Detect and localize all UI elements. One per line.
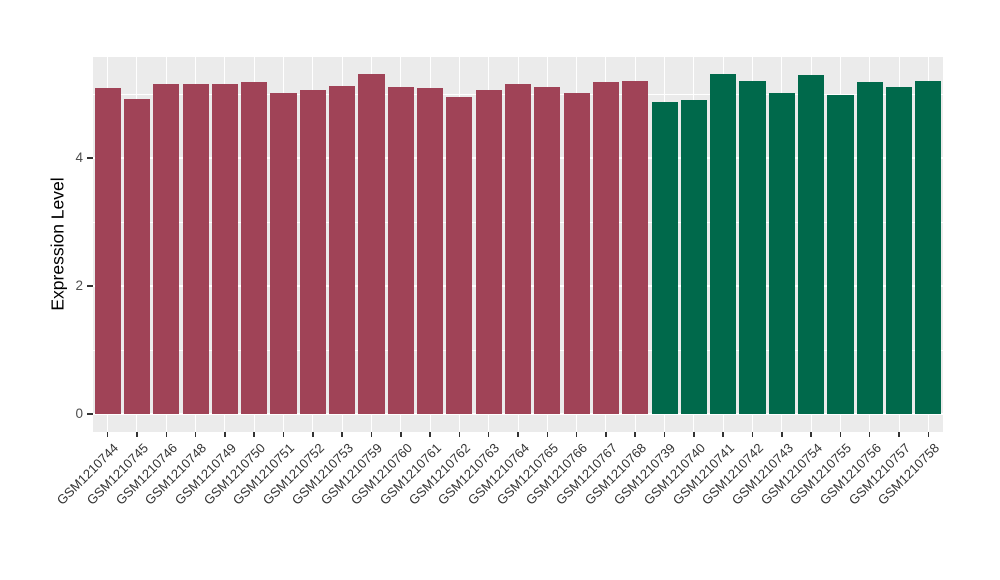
- x-tick-mark: [253, 432, 255, 437]
- y-tick-label: 0: [75, 406, 83, 421]
- x-axis: GSM1210744 GSM1210745 GSM1210746 GSM1210748…: [54, 432, 943, 580]
- bar-slot: [826, 57, 855, 432]
- bar-slot: [679, 57, 708, 432]
- bar-slot: [328, 57, 357, 432]
- x-tick-mark: [370, 432, 373, 437]
- x-tick-mark: [810, 432, 812, 437]
- bars-container: [93, 57, 943, 432]
- bar-GSM1210763: [475, 89, 502, 414]
- x-tick-mark: [663, 432, 666, 437]
- x-tick-mark: [312, 432, 314, 437]
- bar-GSM1210768: [622, 80, 649, 414]
- bar-GSM1210741: [710, 74, 737, 414]
- x-tick-mark: [106, 432, 109, 437]
- bar-GSM1210750: [241, 82, 268, 414]
- x-tick-mark: [605, 432, 607, 437]
- bar-GSM1210766: [563, 93, 590, 414]
- bar-slot: [914, 57, 943, 432]
- x-tick-mark: [165, 432, 168, 437]
- bar-GSM1210746: [153, 84, 180, 414]
- bar-GSM1210745: [123, 99, 150, 414]
- bar-GSM1210764: [504, 84, 532, 414]
- bar-GSM1210758: [915, 80, 942, 414]
- x-tick-mark: [927, 432, 930, 437]
- bar-slot: [152, 57, 181, 432]
- bar-slot: [240, 57, 269, 432]
- y-tick-mark: [87, 413, 93, 415]
- bar-GSM1210759: [358, 74, 385, 414]
- bar-slot: [738, 57, 767, 432]
- bar-slot: [503, 57, 532, 432]
- x-tick-mark: [751, 432, 754, 437]
- x-tick-mark: [839, 432, 842, 437]
- bar-slot: [122, 57, 151, 432]
- bar-GSM1210760: [387, 86, 414, 414]
- x-tick-mark: [458, 432, 461, 437]
- x-tick-mark: [722, 432, 724, 437]
- x-tick-mark: [487, 432, 490, 437]
- bar-GSM1210749: [211, 83, 238, 414]
- bar-GSM1210743: [768, 93, 795, 414]
- bar-slot: [445, 57, 474, 432]
- bar-slot: [767, 57, 796, 432]
- x-tick-mark: [429, 432, 431, 437]
- bar-slot: [474, 57, 503, 432]
- bar-GSM1210761: [417, 88, 444, 414]
- x-tick-mark: [194, 432, 197, 437]
- bar-slot: [357, 57, 386, 432]
- bar-GSM1210755: [827, 94, 854, 414]
- bar-slot: [562, 57, 591, 432]
- x-tick-mark: [136, 432, 138, 437]
- bar-GSM1210739: [651, 102, 678, 414]
- bar-slot: [621, 57, 650, 432]
- bar-slot: [269, 57, 298, 432]
- bar-GSM1210754: [798, 74, 825, 414]
- bar-GSM1210742: [739, 81, 766, 414]
- bar-GSM1210740: [680, 99, 707, 414]
- bar-slot: [181, 57, 210, 432]
- bar-slot: [210, 57, 239, 432]
- bar-GSM1210753: [329, 86, 356, 414]
- bar-slot: [93, 57, 122, 432]
- bar-GSM1210767: [592, 81, 619, 414]
- bar-slot: [298, 57, 327, 432]
- y-tick-mark: [87, 285, 93, 287]
- bar-GSM1210752: [299, 89, 326, 414]
- x-tick-mark: [693, 432, 695, 437]
- x-tick-mark: [400, 432, 402, 437]
- x-tick-mark: [282, 432, 285, 437]
- x-tick-mark: [868, 432, 871, 437]
- x-tick-mark: [634, 432, 636, 437]
- y-tick-label: 4: [75, 150, 83, 165]
- bar-slot: [415, 57, 444, 432]
- x-tick-mark: [898, 432, 900, 437]
- x-tick-mark: [224, 432, 226, 437]
- bar-slot: [884, 57, 913, 432]
- y-tick-label: 2: [75, 278, 83, 293]
- bar-slot: [855, 57, 884, 432]
- x-tick-mark: [517, 432, 519, 437]
- bar-GSM1210744: [94, 88, 121, 414]
- y-tick-mark: [87, 157, 93, 159]
- bar-slot: [650, 57, 679, 432]
- x-tick-mark: [575, 432, 578, 437]
- bar-slot: [591, 57, 620, 432]
- y-axis: 0 2 4: [0, 57, 93, 432]
- bar-slot: [386, 57, 415, 432]
- bar-slot: [533, 57, 562, 432]
- bar-GSM1210765: [534, 86, 561, 414]
- bar-slot: [709, 57, 738, 432]
- x-tick-mark: [546, 432, 549, 437]
- bar-GSM1210762: [446, 97, 473, 414]
- x-tick-mark: [781, 432, 783, 437]
- plot-panel: [93, 57, 943, 432]
- bar-GSM1210751: [270, 93, 297, 414]
- x-tick-mark: [341, 432, 343, 437]
- bar-GSM1210748: [182, 83, 209, 414]
- bar-GSM1210756: [856, 81, 883, 414]
- bar-GSM1210757: [886, 86, 913, 414]
- bar-slot: [797, 57, 826, 432]
